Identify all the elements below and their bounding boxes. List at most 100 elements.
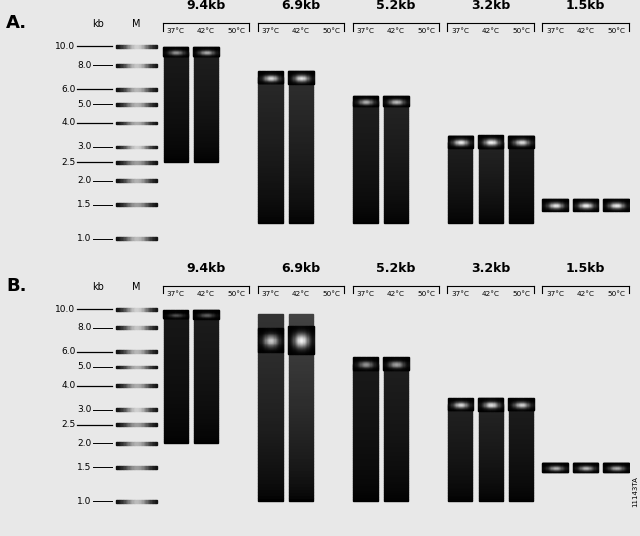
Bar [123, 366, 124, 368]
Bar [117, 180, 118, 182]
Bar [289, 109, 313, 111]
Bar [267, 334, 268, 335]
Bar [300, 348, 301, 349]
Bar [384, 213, 408, 215]
Bar [140, 351, 141, 353]
Bar [125, 408, 127, 411]
Bar [164, 375, 188, 377]
Bar [267, 339, 268, 340]
Bar [269, 341, 271, 342]
Bar [269, 343, 271, 344]
Bar [164, 142, 188, 144]
Bar [272, 342, 273, 343]
Bar [131, 500, 132, 503]
Bar [509, 453, 533, 455]
Bar [259, 427, 283, 429]
Bar [259, 111, 283, 114]
Bar [131, 45, 132, 48]
Bar [164, 418, 188, 420]
Bar [125, 161, 127, 163]
Bar [353, 398, 378, 400]
Bar [293, 339, 294, 340]
Bar [281, 349, 282, 350]
Bar [154, 442, 156, 445]
Bar [384, 446, 408, 449]
Bar [138, 423, 140, 426]
Bar [194, 388, 218, 390]
Bar [303, 342, 305, 343]
Bar [149, 500, 150, 503]
Bar [153, 180, 154, 182]
Bar [291, 333, 292, 334]
Bar [311, 344, 312, 345]
Bar [145, 64, 147, 66]
Bar [353, 170, 378, 173]
Bar [194, 66, 218, 68]
Bar [271, 339, 272, 340]
Bar [280, 332, 281, 333]
Bar [293, 332, 294, 333]
Bar [289, 175, 313, 177]
Bar [277, 339, 278, 340]
Bar [156, 351, 157, 353]
Bar [289, 336, 291, 337]
Bar [448, 471, 472, 472]
Bar [164, 430, 188, 433]
Bar [308, 326, 310, 327]
Bar [353, 117, 378, 120]
Bar [147, 408, 148, 411]
Bar [259, 114, 283, 116]
Bar [294, 342, 296, 343]
Bar [129, 326, 130, 329]
Bar [273, 347, 275, 348]
Bar [509, 212, 533, 214]
Bar [448, 480, 472, 482]
Bar [353, 440, 378, 442]
Bar [509, 498, 533, 500]
Bar [120, 466, 122, 469]
Bar [479, 475, 503, 477]
Bar [262, 348, 263, 349]
Bar [164, 105, 188, 107]
Bar [278, 336, 280, 337]
Bar [271, 348, 272, 349]
Bar [116, 45, 117, 48]
Text: 1.5kb: 1.5kb [566, 262, 605, 275]
Bar [150, 64, 152, 66]
Bar [353, 109, 378, 111]
Bar [272, 331, 273, 332]
Bar [259, 80, 283, 83]
Bar [132, 103, 134, 106]
Bar [259, 104, 283, 107]
Bar [479, 477, 503, 479]
Bar [122, 500, 123, 503]
Bar [289, 194, 313, 197]
Bar [273, 346, 275, 347]
Bar [141, 326, 142, 329]
Bar [300, 344, 301, 345]
Bar [262, 345, 263, 346]
Bar [303, 346, 305, 347]
Bar [307, 350, 308, 351]
Bar [289, 326, 291, 327]
Bar [384, 209, 408, 211]
Bar [164, 113, 188, 114]
Bar [509, 177, 533, 178]
Bar [306, 337, 307, 338]
Bar [288, 329, 289, 330]
Bar [301, 328, 302, 329]
Bar [194, 59, 218, 61]
Bar [164, 109, 188, 110]
Bar [262, 332, 263, 333]
Bar [123, 203, 124, 206]
Bar [509, 420, 533, 422]
Text: 50°C: 50°C [417, 291, 435, 297]
Bar [384, 219, 408, 221]
Bar [282, 331, 284, 332]
Bar [272, 346, 273, 347]
Bar [258, 345, 259, 346]
Bar [123, 161, 124, 163]
Bar [509, 206, 533, 207]
Bar [164, 343, 188, 345]
Bar [164, 136, 188, 138]
